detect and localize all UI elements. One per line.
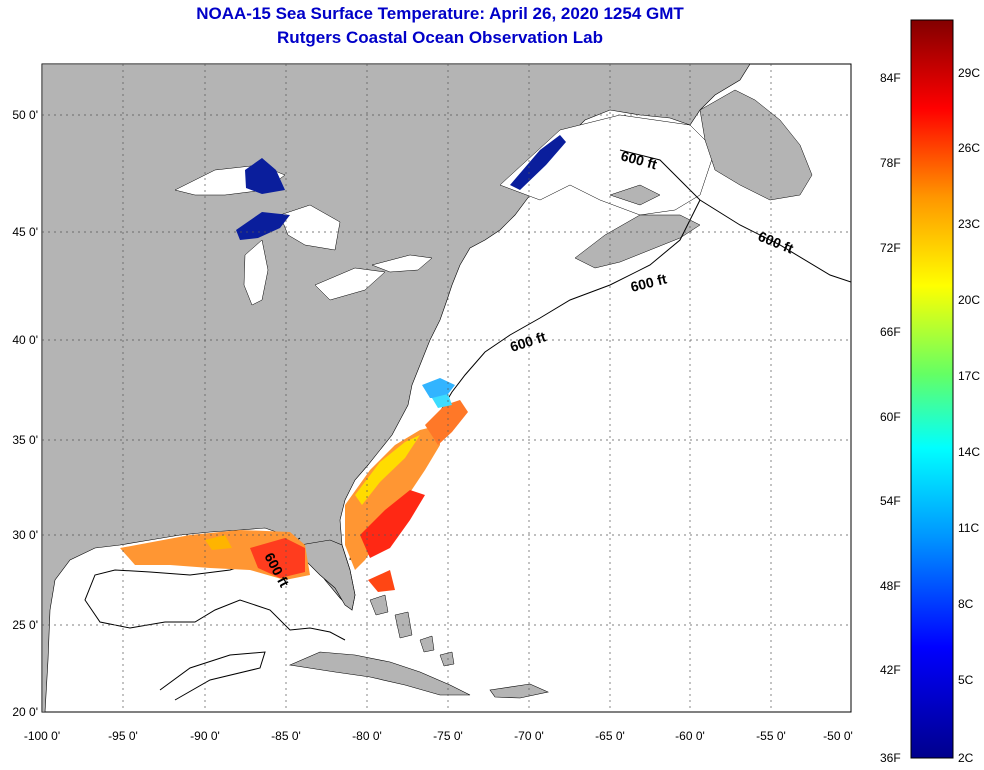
colorbar-c-labels: 29C 26C 23C 20C 17C 14C 11C 8C 5C 2C	[958, 66, 980, 765]
colorbar	[910, 19, 954, 759]
lon-label: -50 0'	[823, 729, 853, 743]
land-north-america	[42, 64, 751, 712]
st-lawrence-cold	[510, 135, 566, 190]
land-newfoundland	[699, 89, 813, 201]
colorbar-f-label: 36F	[880, 751, 901, 765]
lon-label: -95 0'	[108, 729, 138, 743]
lat-label: 20 0'	[12, 705, 38, 719]
colorbar-f-label: 54F	[880, 494, 901, 508]
colorbar-f-label: 66F	[880, 325, 901, 339]
lat-label: 50 0'	[12, 108, 38, 122]
sst-swath	[120, 378, 468, 592]
colorbar-f-label: 48F	[880, 579, 901, 593]
land-nova-scotia	[574, 214, 701, 269]
colorbar-f-label: 78F	[880, 156, 901, 170]
map-title: NOAA-15 Sea Surface Temperature: April 2…	[196, 4, 684, 23]
lon-label: -70 0'	[514, 729, 544, 743]
colorbar-c-label: 26C	[958, 141, 980, 155]
colorbar-c-label: 5C	[958, 673, 974, 687]
colorbar-f-label: 60F	[880, 410, 901, 424]
lon-label: -100 0'	[24, 729, 60, 743]
lon-label: -75 0'	[433, 729, 463, 743]
colorbar-c-label: 14C	[958, 445, 980, 459]
lat-label: 35 0'	[12, 433, 38, 447]
lon-label: -60 0'	[675, 729, 705, 743]
colorbar-c-label: 2C	[958, 751, 974, 765]
lake-sst-cold	[236, 158, 290, 240]
lat-label: 30 0'	[12, 528, 38, 542]
land-bahamas	[369, 594, 455, 667]
colorbar-c-label: 29C	[958, 66, 980, 80]
land-hispaniola	[489, 683, 549, 699]
lat-label: 45 0'	[12, 225, 38, 239]
colorbar-c-label: 17C	[958, 369, 980, 383]
colorbar-c-label: 23C	[958, 217, 980, 231]
colorbar-f-labels: 84F 78F 72F 66F 60F 54F 48F 42F 36F	[880, 71, 901, 765]
colorbar-c-label: 20C	[958, 293, 980, 307]
land-florida	[299, 539, 356, 611]
colorbar-c-label: 11C	[958, 521, 979, 535]
lon-label: -55 0'	[756, 729, 786, 743]
lat-label: 40 0'	[12, 333, 38, 347]
colorbar-c-label: 8C	[958, 597, 974, 611]
lon-label: -65 0'	[595, 729, 625, 743]
lon-label: -80 0'	[352, 729, 382, 743]
colorbar-f-label: 72F	[880, 241, 901, 255]
lon-label: -90 0'	[190, 729, 220, 743]
graticule	[42, 64, 851, 712]
colorbar-f-label: 84F	[880, 71, 901, 85]
lon-label: -85 0'	[271, 729, 301, 743]
land-pei	[609, 184, 661, 206]
land-cuba	[288, 651, 471, 696]
lat-label: 25 0'	[12, 618, 38, 632]
map-subtitle: Rutgers Coastal Ocean Observation Lab	[277, 28, 603, 47]
colorbar-f-label: 42F	[880, 663, 901, 677]
